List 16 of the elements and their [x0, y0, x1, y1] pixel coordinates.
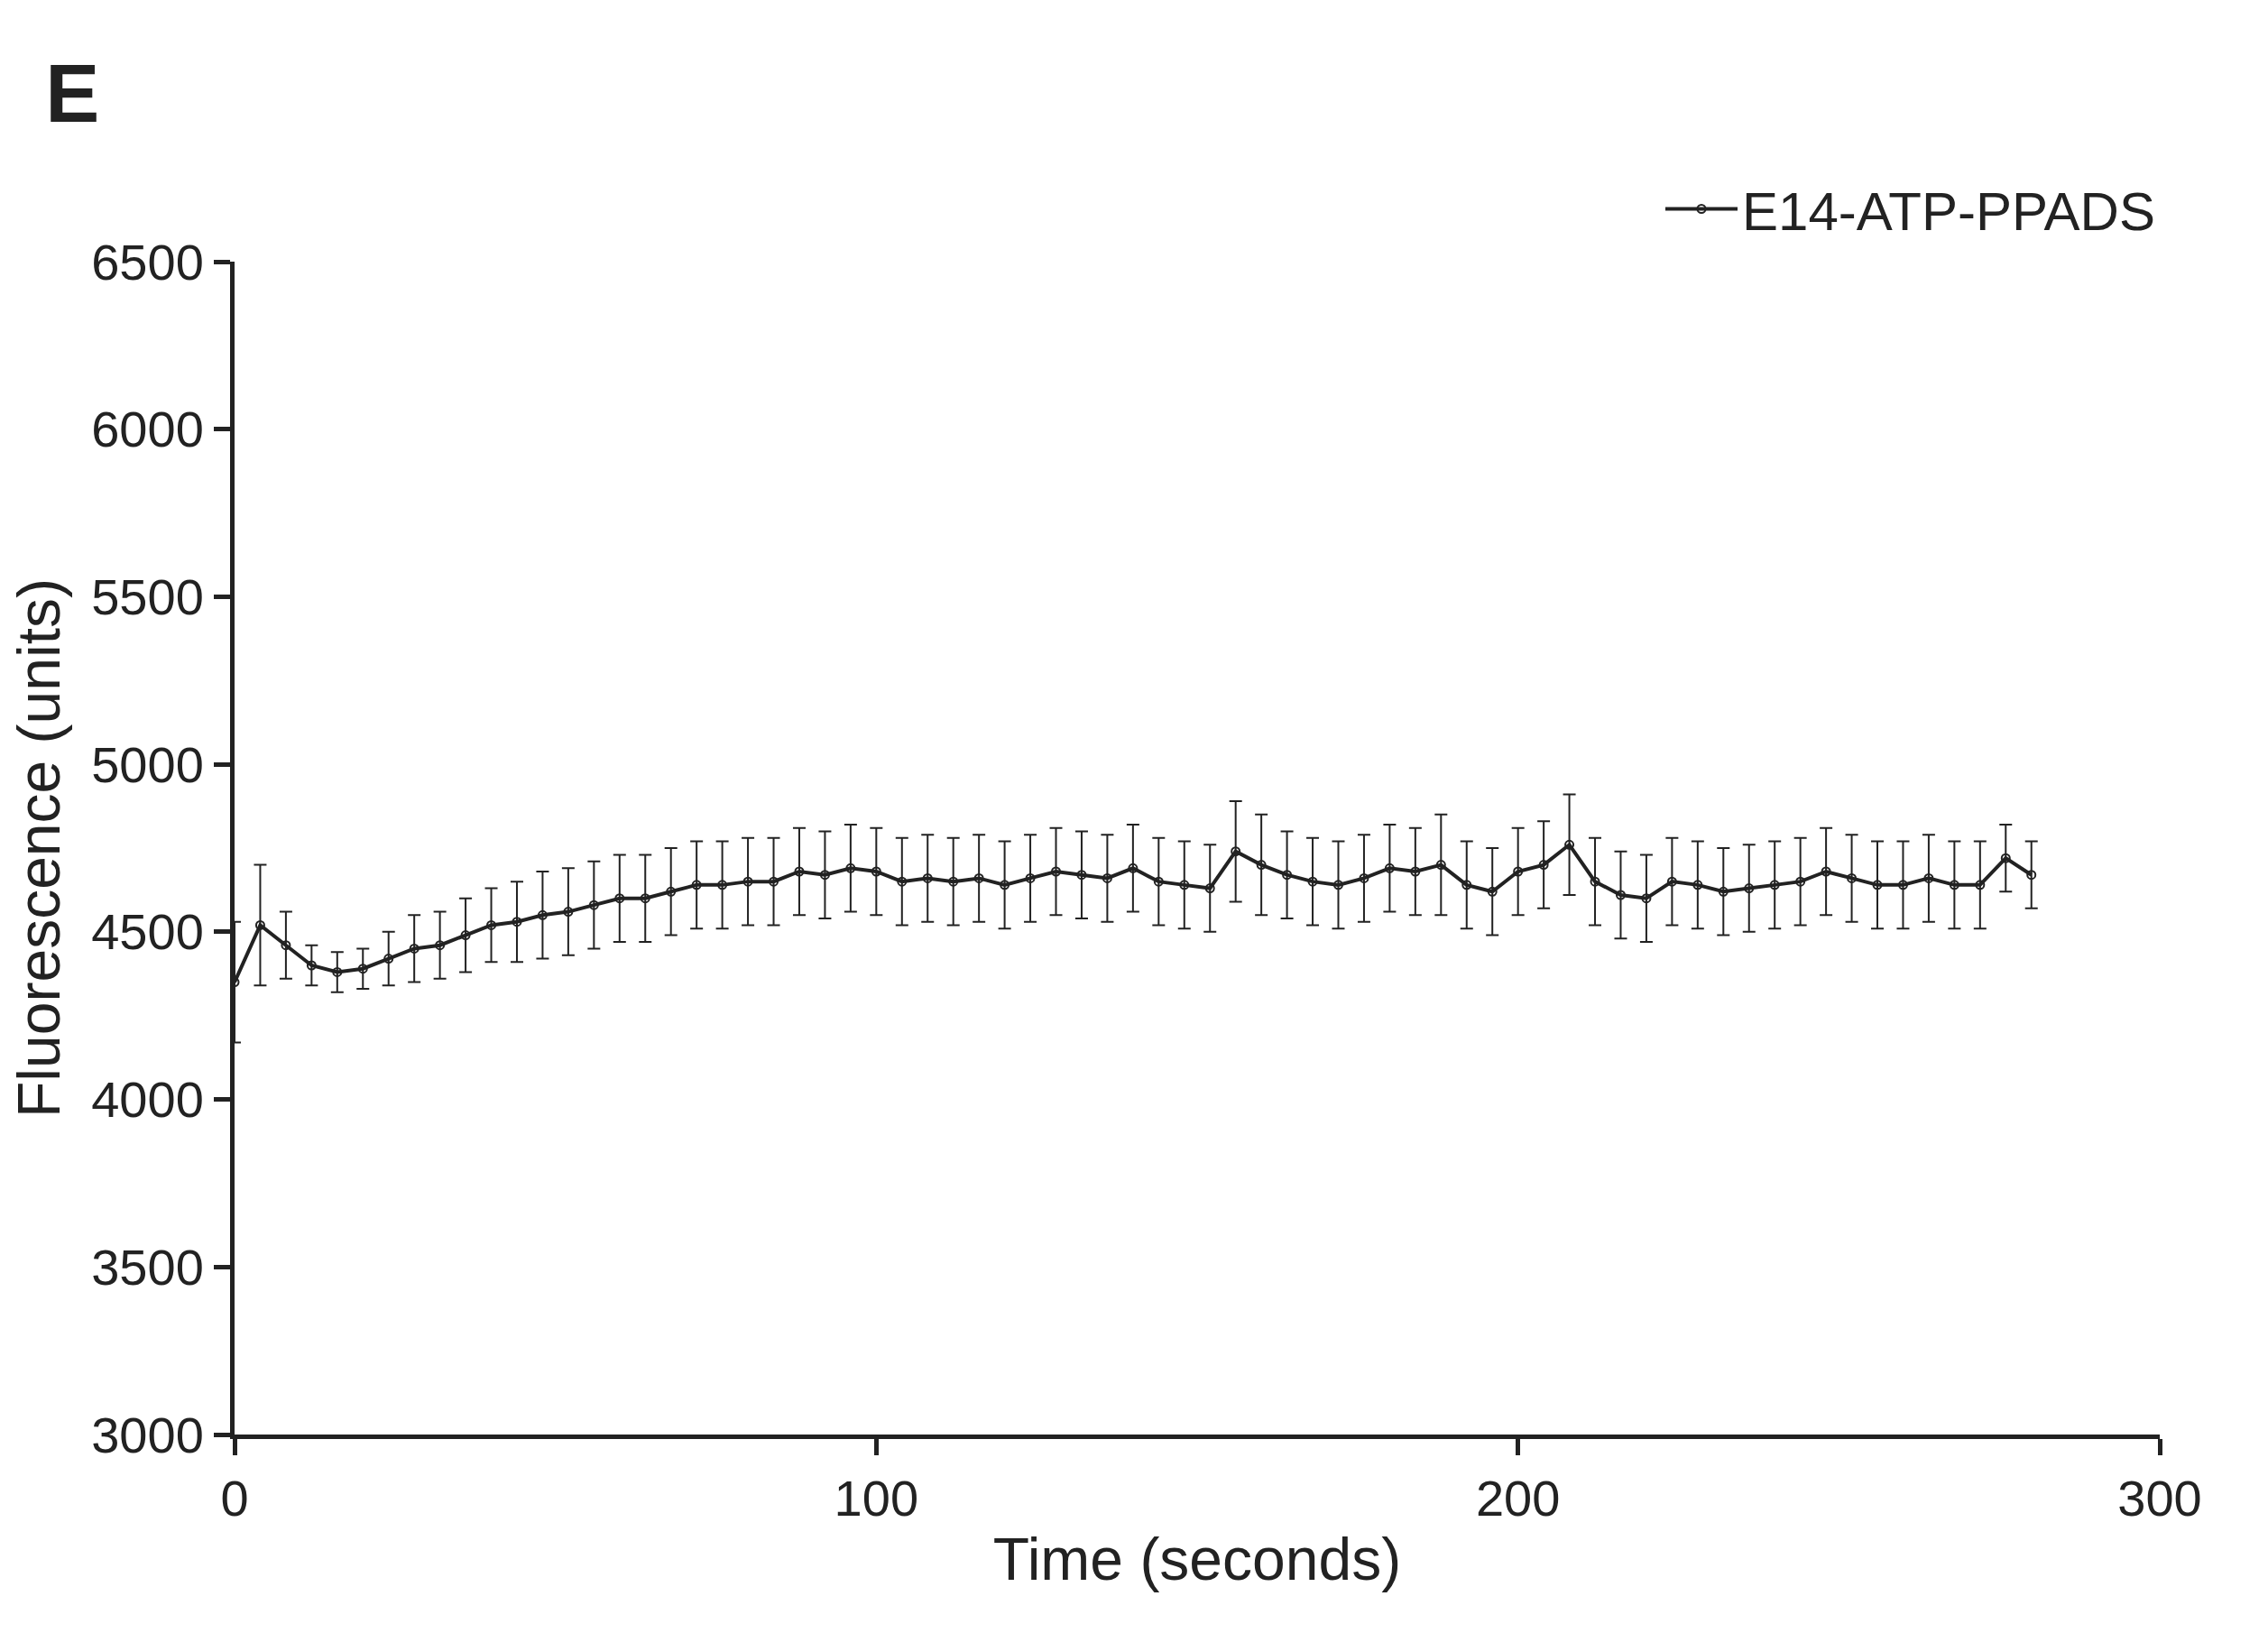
y-tick-label: 5000 — [91, 735, 204, 793]
y-tick-label: 6500 — [91, 233, 204, 291]
x-tick-label: 200 — [1475, 1470, 1561, 1527]
y-tick-label: 4000 — [91, 1071, 204, 1129]
y-tick-label: 3000 — [91, 1406, 204, 1463]
x-tick-label: 100 — [834, 1470, 919, 1527]
y-tick-label: 4500 — [91, 903, 204, 961]
chart-title: E — [45, 49, 100, 140]
y-tick-label: 5500 — [91, 568, 204, 626]
y-axis-title: Fluorescence (units) — [5, 578, 72, 1118]
x-tick-label: 300 — [2117, 1470, 2202, 1527]
y-tick-label: 3500 — [91, 1238, 204, 1296]
x-axis-title: Time (seconds) — [992, 1525, 1402, 1592]
x-tick-label: 0 — [220, 1470, 249, 1527]
y-tick-label: 6000 — [91, 401, 204, 458]
legend-label: E14-ATP-PPADS — [1742, 180, 2155, 242]
